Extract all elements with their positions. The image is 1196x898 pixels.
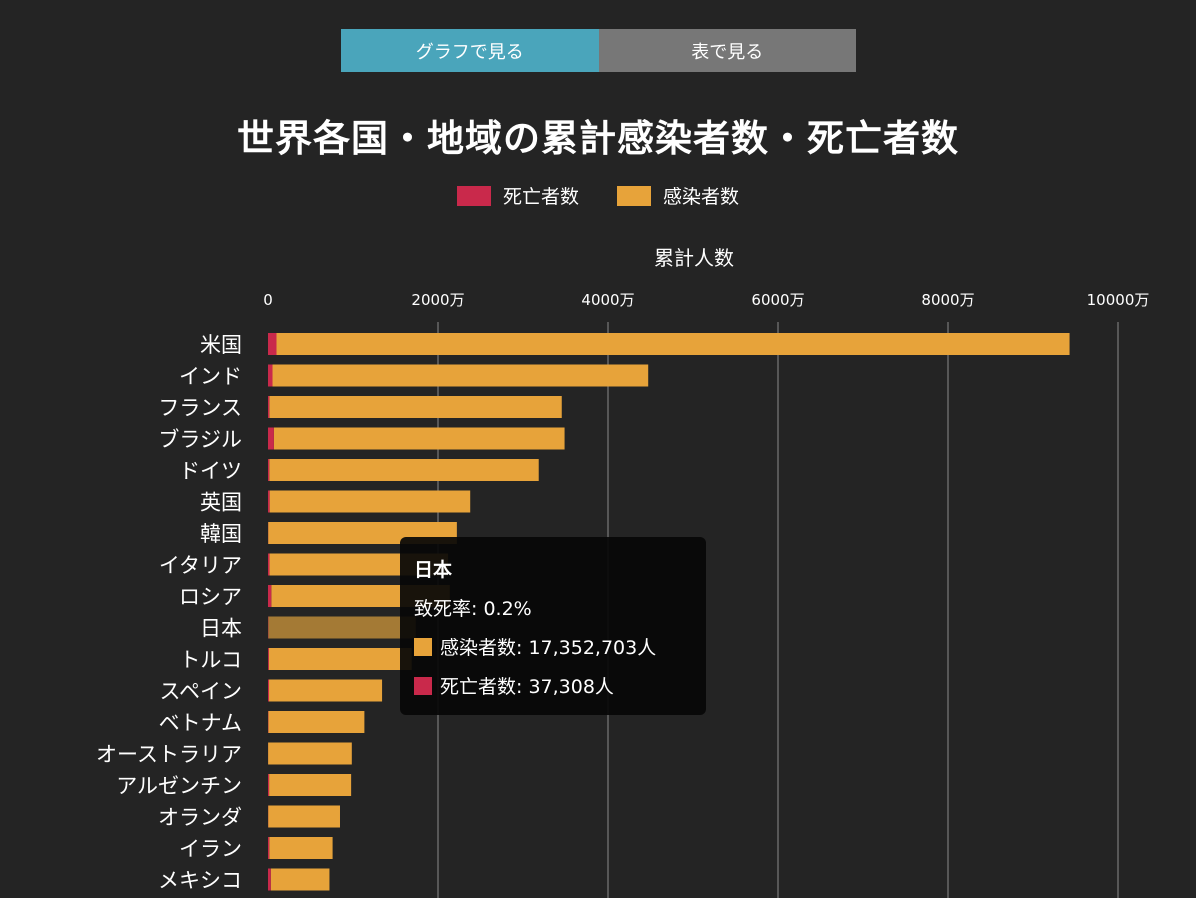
y-category-label: オランダ: [158, 806, 242, 830]
y-category-label: オーストラリア: [96, 743, 242, 767]
legend-label-cases: 感染者数: [663, 186, 740, 208]
y-category-label: 米国: [200, 333, 242, 357]
bar-cases: [268, 648, 412, 670]
y-category-label: メキシコ: [158, 869, 242, 893]
x-tick-label: 8000万: [921, 291, 974, 309]
bar-cases: [269, 774, 352, 796]
y-category-label: 韓国: [200, 522, 242, 546]
bar-cases: [268, 742, 352, 765]
tooltip-fatality-rate: 致死率: 0.2%: [414, 598, 532, 620]
bar-cases: [269, 396, 562, 418]
tooltip-deaths-row: 死亡者数: 37,308人: [414, 672, 692, 699]
legend-swatch-cases: [617, 185, 651, 206]
tooltip-cases: 感染者数: 17,352,703人: [440, 637, 657, 659]
chart-title: 世界各国・地域の累計感染者数・死亡者数: [237, 117, 959, 160]
bar-deaths: [268, 774, 270, 796]
x-tick-label: 0: [263, 291, 273, 309]
y-category-label: フランス: [158, 396, 242, 420]
y-category-label: スペイン: [159, 680, 242, 704]
bar-cases: [270, 868, 330, 891]
x-tick-label: 6000万: [751, 291, 804, 309]
tooltip-title: 日本: [414, 559, 453, 581]
bar-cases: [269, 679, 383, 702]
y-category-label: トルコ: [179, 648, 242, 672]
bar-deaths: [268, 459, 270, 481]
tab-graph-view[interactable]: グラフで見る: [341, 29, 599, 72]
y-category-label: 英国: [200, 491, 242, 515]
chart-legend: 死亡者数 感染者数: [0, 182, 1196, 209]
tooltip-deaths-swatch: [414, 676, 432, 695]
legend-item-cases[interactable]: 感染者数: [617, 182, 739, 209]
bar-deaths: [268, 364, 273, 387]
bar-deaths: [268, 333, 277, 355]
bar-deaths: [268, 868, 271, 891]
x-tick-label: 2000万: [411, 291, 464, 309]
y-category-label: ブラジル: [158, 428, 242, 452]
y-category-label: アルゼンチン: [116, 774, 242, 798]
tooltip-cases-row: 感染者数: 17,352,703人: [414, 633, 692, 660]
bar-deaths: [268, 396, 270, 418]
x-tick-label: 10000万: [1087, 291, 1150, 309]
legend-swatch-deaths: [456, 185, 491, 206]
bar-cases: [269, 837, 333, 859]
tooltip-deaths: 死亡者数: 37,308人: [440, 676, 614, 698]
legend-item-deaths[interactable]: 死亡者数: [456, 182, 579, 209]
y-category-label: イラン: [179, 837, 242, 861]
y-category-label: インド: [179, 365, 242, 389]
bar-cases: [268, 711, 365, 733]
bar-deaths: [268, 585, 272, 607]
bar-deaths: [268, 648, 269, 670]
bar-deaths: [268, 490, 270, 513]
y-category-label: 日本: [200, 617, 242, 641]
bar-cases: [273, 427, 565, 450]
legend-label-deaths: 死亡者数: [502, 186, 579, 208]
tooltip: 日本 致死率: 0.2% 感染者数: 17,352,703人 死亡者数: 37,…: [400, 537, 706, 715]
x-axis-title: 累計人数: [654, 246, 734, 270]
bar-deaths: [268, 837, 270, 859]
bar-cases: [276, 333, 1070, 355]
bar-deaths: [268, 427, 274, 450]
y-category-label: イタリア: [159, 554, 242, 578]
y-category-label: ドイツ: [179, 459, 242, 483]
x-tick-label: 4000万: [581, 291, 634, 309]
y-category-label: ロシア: [179, 585, 242, 609]
bar-cases: [269, 459, 539, 481]
bar-cases: [268, 805, 340, 828]
tab-table-view[interactable]: 表で見る: [598, 29, 856, 72]
bar-cases: [272, 364, 649, 387]
y-category-label: ベトナム: [159, 711, 242, 735]
tooltip-cases-swatch: [414, 637, 432, 656]
bar-deaths: [268, 679, 270, 702]
bar-cases: [269, 490, 471, 513]
bar-cases: [268, 616, 416, 639]
view-tabs: グラフで見る 表で見る: [341, 29, 856, 72]
bar-deaths: [268, 553, 270, 576]
